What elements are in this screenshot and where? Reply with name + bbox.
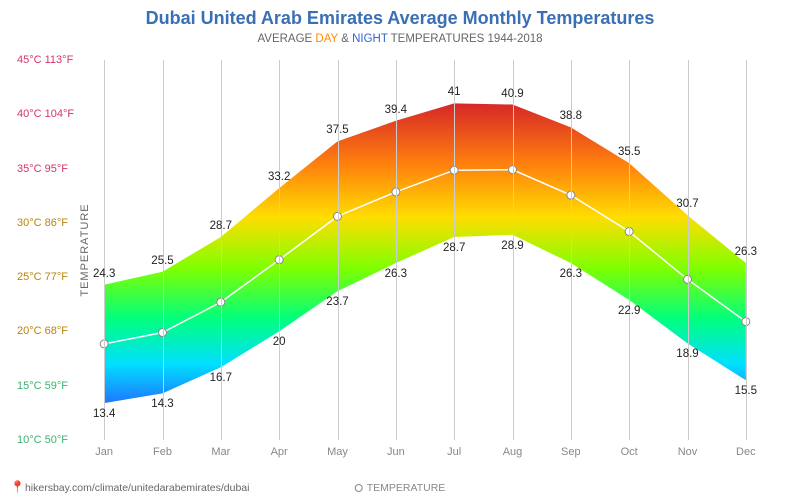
subtitle-suffix: TEMPERATURES 1944-2018 [388,33,543,45]
map-pin-icon: 📍 [10,480,25,494]
x-tick-label: Jul [447,446,461,458]
x-tick-label: Jan [95,446,113,458]
y-tick-label: 20°C 68°F [17,325,68,337]
x-tick-label: May [327,446,348,458]
low-value-label: 28.9 [501,240,523,252]
temperature-band-chart [75,60,775,440]
x-tick-label: Nov [678,446,698,458]
chart-plot-area: TEMPERATURE JanFebMarAprMayJunJulAugSepO… [75,60,775,440]
gridline [396,60,397,440]
high-value-label: 26.3 [735,246,757,258]
gridline [688,60,689,440]
high-value-label: 35.5 [618,146,640,158]
high-value-label: 38.8 [560,110,582,122]
high-value-label: 41 [448,86,461,98]
y-tick-label: 15°C 59°F [17,380,68,392]
y-tick-label: 25°C 77°F [17,271,68,283]
subtitle-amp: & [338,33,352,45]
low-value-label: 26.3 [385,268,407,280]
gridline [338,60,339,440]
low-value-label: 23.7 [326,296,348,308]
y-tick-label: 35°C 95°F [17,163,68,175]
high-value-label: 24.3 [93,268,115,280]
gridline [163,60,164,440]
chart-title: Dubai United Arab Emirates Average Month… [0,0,800,29]
x-tick-label: Dec [736,446,756,458]
x-tick-label: Jun [387,446,405,458]
low-value-label: 13.4 [93,408,115,420]
temperature-band [104,103,746,403]
y-tick-label: 40°C 104°F [17,108,74,120]
source-footer: 📍hikersbay.com/climate/unitedarabemirate… [10,480,249,494]
high-value-label: 28.7 [210,220,232,232]
gridline [279,60,280,440]
low-value-label: 15.5 [735,385,757,397]
high-value-label: 39.4 [385,104,407,116]
x-tick-label: Feb [153,446,172,458]
x-tick-label: Aug [503,446,523,458]
low-value-label: 20 [273,336,286,348]
y-tick-label: 10°C 50°F [17,434,68,446]
gridline [629,60,630,440]
low-value-label: 22.9 [618,305,640,317]
x-tick-label: Mar [211,446,230,458]
subtitle-prefix: AVERAGE [257,33,315,45]
low-value-label: 28.7 [443,242,465,254]
low-value-label: 16.7 [210,372,232,384]
subtitle-day: DAY [315,33,338,45]
high-value-label: 30.7 [676,198,698,210]
legend-label: TEMPERATURE [367,482,446,494]
high-value-label: 40.9 [501,88,523,100]
high-value-label: 37.5 [326,124,348,136]
low-value-label: 14.3 [151,398,173,410]
y-tick-label: 45°C 113°F [17,54,73,66]
low-value-label: 26.3 [560,268,582,280]
gridline [104,60,105,440]
chart-legend: TEMPERATURE [355,482,446,494]
x-tick-label: Apr [271,446,288,458]
y-tick-label: 30°C 86°F [17,217,68,229]
source-link[interactable]: hikersbay.com/climate/unitedarabemirates… [25,482,250,494]
chart-subtitle: AVERAGE DAY & NIGHT TEMPERATURES 1944-20… [0,33,800,45]
x-tick-label: Sep [561,446,581,458]
low-value-label: 18.9 [676,348,698,360]
subtitle-night: NIGHT [352,33,388,45]
high-value-label: 33.2 [268,171,290,183]
high-value-label: 25.5 [151,255,173,267]
legend-marker-icon [355,484,363,492]
x-tick-label: Oct [621,446,638,458]
